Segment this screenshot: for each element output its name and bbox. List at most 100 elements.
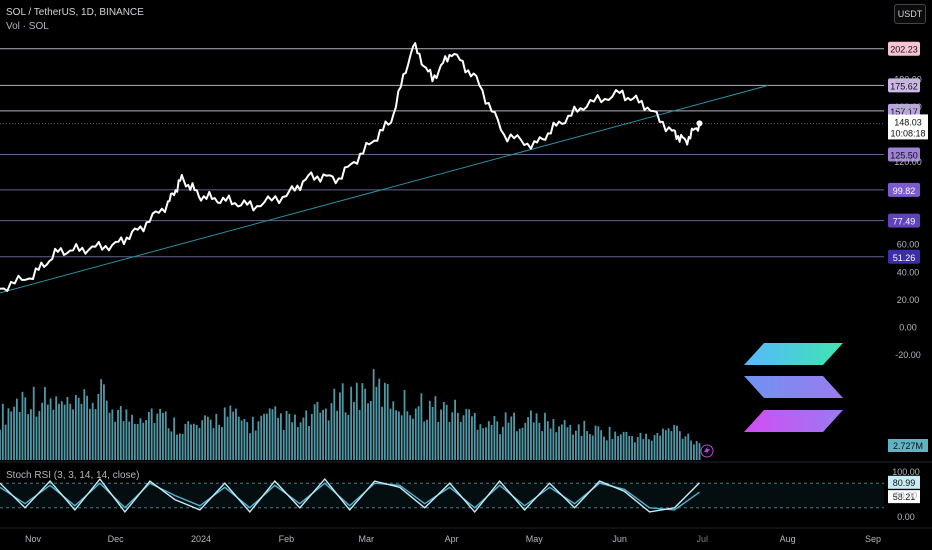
stoch-tick-label: 100.00: [892, 467, 920, 477]
volume-bar: [187, 421, 190, 460]
volume-bar: [105, 400, 108, 460]
volume-bar: [192, 423, 195, 460]
volume-bar: [66, 396, 69, 460]
lightning-icon: [700, 444, 714, 458]
volume-bar: [27, 414, 29, 460]
volume-bar: [133, 423, 136, 460]
volume-bar: [476, 429, 479, 460]
solana-bar-middle: [744, 376, 843, 398]
volume-bar: [544, 412, 546, 460]
volume-bar: [195, 424, 198, 460]
volume-bar: [251, 416, 254, 460]
currency-button[interactable]: USDT: [894, 4, 926, 24]
volume-bar: [386, 384, 389, 460]
volume-bar: [614, 431, 617, 460]
trendline: [0, 84, 769, 294]
level-label: 157.17: [890, 107, 918, 117]
volume-bar: [546, 421, 549, 460]
volume-bar: [333, 388, 336, 460]
volume-bar: [667, 428, 670, 460]
volume-bar: [468, 409, 471, 460]
volume-bar: [1, 403, 4, 460]
volume-bar: [260, 415, 263, 460]
volume-bar: [409, 415, 412, 460]
volume-bar: [77, 397, 80, 460]
volume-bar: [619, 434, 622, 460]
volume-bar: [465, 408, 468, 460]
volume-bar: [378, 378, 381, 460]
stoch-k-line: [0, 477, 700, 514]
volume-bar: [653, 435, 656, 460]
volume-bar: [504, 412, 507, 460]
volume-bar: [395, 410, 397, 460]
volume-bar: [414, 408, 417, 460]
price-tick-label: 40.00: [897, 267, 920, 277]
volume-bar: [479, 424, 482, 460]
volume-bar: [308, 426, 310, 460]
volume-bar: [212, 428, 215, 460]
volume-bar: [58, 403, 60, 460]
volume-bar: [0, 429, 1, 460]
time-tick-label: Mar: [359, 534, 375, 544]
trendline-line: [0, 84, 769, 294]
volume-bar: [487, 421, 490, 460]
volume-bar: [558, 426, 560, 460]
volume-bar: [282, 429, 285, 460]
volume-bar: [617, 436, 619, 460]
volume-badge: 2.727M: [893, 441, 923, 451]
volume-bar: [406, 411, 409, 460]
time-tick-label: Apr: [445, 534, 459, 544]
time-tick-label: Sep: [865, 534, 881, 544]
volume-bar: [428, 400, 431, 460]
volume-bar: [490, 424, 493, 460]
volume-bar: [628, 436, 631, 460]
volume-bar: [442, 401, 445, 460]
volume-bar: [10, 411, 13, 460]
volume-bar: [114, 421, 117, 460]
volume-bar: [448, 421, 451, 460]
stoch-band: [0, 483, 884, 508]
volume-bar: [569, 424, 572, 460]
volume-bar: [243, 418, 246, 460]
volume-bar: [532, 422, 535, 460]
volume-bar: [524, 422, 527, 460]
solana-logo: [744, 343, 843, 432]
volume-bar: [232, 411, 235, 460]
horizontal-levels: 202.23 175.62 157.17 125.50 99.82 77.49 51.26: [0, 41, 920, 264]
volume-bar: [41, 402, 44, 460]
volume-bar: [603, 436, 605, 460]
volume-bar: [21, 391, 24, 460]
volume-bar: [263, 413, 265, 460]
volume-badge-bg: [888, 439, 928, 452]
volume-bar: [162, 412, 164, 460]
stoch-k-value: 80.99: [893, 478, 916, 488]
volume-bar: [642, 439, 645, 460]
volume-bar: [499, 434, 501, 460]
volume-bar: [549, 428, 552, 460]
volume-bar: [515, 431, 518, 460]
volume-bar: [420, 393, 423, 460]
volume-bars: [0, 369, 701, 460]
volume-bar: [86, 395, 88, 460]
volume-bar: [459, 421, 462, 460]
level-label-bg: [888, 78, 920, 93]
volume-bar: [173, 417, 176, 460]
volume-bar: [369, 401, 372, 460]
volume-bar: [215, 413, 218, 460]
volume-bar: [608, 426, 611, 460]
volume-bar: [597, 426, 600, 460]
stoch-d-value: 58.21: [893, 492, 916, 502]
volume-bar: [156, 413, 159, 460]
volume-bar: [142, 422, 145, 460]
volume-bar: [698, 443, 701, 460]
volume-bar: [122, 421, 125, 460]
volume-bar: [681, 438, 684, 460]
solana-bar-top: [744, 343, 843, 365]
volume-bar: [94, 409, 97, 460]
volume-bar: [49, 398, 52, 460]
volume-bar: [60, 401, 63, 460]
volume-bar: [305, 410, 308, 460]
last-price-bg: [888, 114, 928, 140]
level-label: 175.62: [890, 81, 918, 91]
